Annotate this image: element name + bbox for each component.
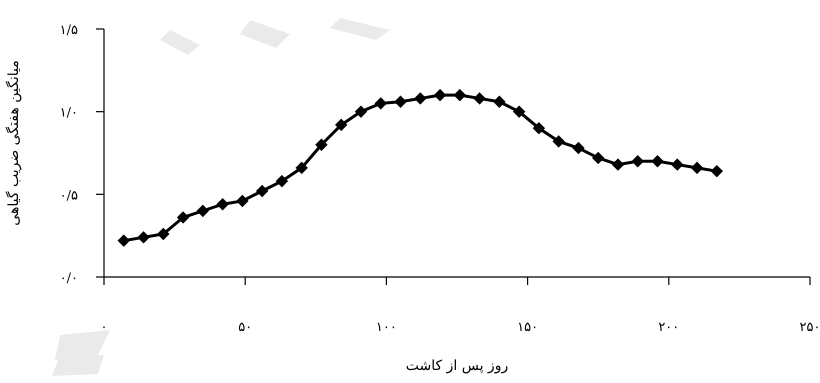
data-point-marker [117, 234, 130, 247]
x-tick-label: ۰ [101, 320, 108, 335]
data-point-marker [552, 135, 565, 148]
x-tick-label: ۵۰ [238, 320, 252, 335]
data-point-marker [335, 118, 348, 132]
data-point-marker [255, 184, 269, 198]
series-line [123, 93, 718, 243]
data-point-marker [354, 105, 368, 118]
data-point-marker [433, 88, 447, 102]
y-axis-title: میانگین هفتگی ضریب گیاهی [5, 60, 22, 225]
data-point-marker [275, 174, 289, 188]
data-point-marker [176, 211, 190, 224]
data-point-marker [591, 151, 605, 165]
y-axis-ticks: ۰/۰ ۰/۵ ۱/۰ ۱/۵ [60, 23, 104, 286]
series-layer [117, 88, 724, 247]
data-point-marker [157, 227, 170, 241]
x-tick-label: ۲۰۰ [658, 320, 679, 335]
data-point-marker [651, 155, 664, 168]
data-point-marker [611, 158, 625, 171]
x-tick-label: ۱۵۰ [517, 320, 538, 335]
y-tick-label: ۰/۰ [60, 271, 78, 286]
x-tick-label: ۲۵۰ [800, 320, 820, 335]
y-tick-label: ۰/۵ [60, 188, 78, 203]
data-point-marker [414, 92, 427, 105]
data-point-marker [394, 95, 407, 108]
data-point-marker [572, 141, 585, 155]
data-point-marker [236, 194, 249, 208]
data-point-marker [216, 198, 229, 211]
data-point-marker [710, 164, 724, 178]
data-point-marker [196, 204, 210, 218]
data-point-marker [493, 95, 506, 108]
data-point-marker [512, 105, 526, 118]
x-tick-label: ۱۰۰ [376, 320, 397, 335]
data-point-marker [295, 161, 308, 175]
watermark-shape [52, 18, 390, 376]
data-point-marker [315, 138, 328, 151]
data-point-marker [453, 88, 467, 102]
data-point-marker [690, 161, 704, 175]
data-point-marker [137, 231, 150, 244]
x-axis-ticks: ۰ ۵۰ ۱۰۰ ۱۵۰ ۲۰۰ ۲۵۰ [101, 277, 820, 335]
data-point-marker [671, 158, 684, 171]
x-axis-title: روز پس از کاشت [406, 358, 508, 374]
data-point-marker [532, 121, 546, 135]
data-point-marker [473, 92, 486, 105]
data-point-marker [374, 97, 387, 110]
data-point-marker [631, 155, 644, 168]
y-tick-label: ۱/۰ [60, 106, 78, 121]
y-tick-label: ۱/۵ [60, 23, 78, 38]
